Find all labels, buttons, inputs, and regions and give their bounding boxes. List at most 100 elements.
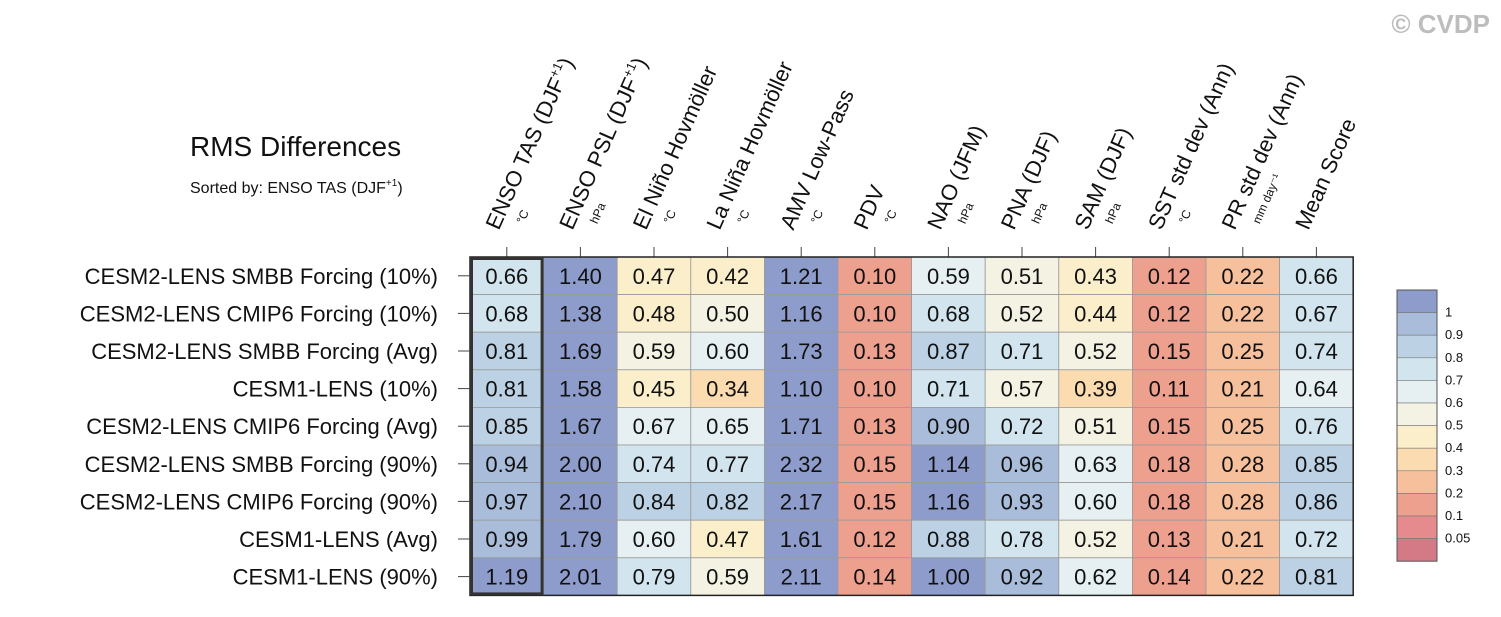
cell-value-label: 0.60 bbox=[1074, 489, 1117, 514]
cell-value-label: 0.59 bbox=[927, 264, 970, 289]
row-label: CESM2-LENS CMIP6 Forcing (10%) bbox=[80, 301, 438, 326]
heatmap-cell bbox=[1058, 482, 1133, 521]
legend-level-label: 0.7 bbox=[1445, 372, 1463, 387]
heatmap-cell bbox=[1205, 369, 1280, 408]
legend-level-label: 0.6 bbox=[1445, 395, 1463, 410]
cell-value-label: 0.65 bbox=[706, 414, 749, 439]
heatmap-cell bbox=[1132, 294, 1207, 333]
cell-value-label: 0.85 bbox=[1295, 452, 1338, 477]
cell-value-label: 0.18 bbox=[1148, 489, 1191, 514]
cell-value-label: 0.47 bbox=[706, 527, 749, 552]
cell-value-label: 0.13 bbox=[1148, 527, 1191, 552]
cell-value-label: 1.21 bbox=[780, 264, 823, 289]
row-label: CESM2-LENS SMBB Forcing (Avg) bbox=[91, 339, 438, 364]
cell-value-label: 0.60 bbox=[706, 339, 749, 364]
heatmap-cell bbox=[469, 519, 544, 559]
cell-value-label: 0.66 bbox=[485, 264, 528, 289]
heatmap-cell bbox=[543, 256, 618, 295]
column-unit: °C bbox=[808, 207, 826, 225]
heatmap-cell bbox=[837, 294, 912, 333]
heatmap-cell bbox=[1279, 369, 1354, 408]
column-label: NAO (JFM)hPa bbox=[922, 121, 990, 233]
heatmap-cell bbox=[764, 369, 839, 408]
cell-value-label: 0.28 bbox=[1221, 452, 1264, 477]
heatmap-cell bbox=[1205, 331, 1280, 371]
legend-swatch bbox=[1396, 425, 1438, 449]
legend-level-label: 0.5 bbox=[1445, 418, 1463, 433]
heatmap-cell bbox=[837, 331, 912, 371]
cell-value-label: 0.25 bbox=[1221, 414, 1264, 439]
cell-value-label: 2.32 bbox=[780, 452, 823, 477]
heatmap-cell bbox=[1058, 369, 1133, 408]
heatmap-cell bbox=[984, 406, 1060, 446]
cell-value-label: 0.71 bbox=[927, 377, 970, 402]
cell-value-label: 0.79 bbox=[633, 565, 676, 590]
legend-level-label: 0.05 bbox=[1445, 531, 1470, 546]
cell-value-label: 0.14 bbox=[1148, 565, 1191, 590]
heatmap-cell bbox=[616, 369, 692, 408]
heatmap-cell bbox=[1058, 444, 1133, 483]
legend-level-label: 0.4 bbox=[1445, 440, 1463, 455]
heatmap-cell bbox=[469, 369, 544, 408]
column-label: SAM (DJF)hPa bbox=[1069, 124, 1136, 234]
row-labels: CESM2-LENS SMBB Forcing (10%) CESM2-LENS … bbox=[80, 264, 470, 590]
cell-value-label: 0.12 bbox=[1148, 301, 1191, 326]
heatmap-cell bbox=[1058, 256, 1133, 295]
cell-value-label: 1.19 bbox=[485, 565, 528, 590]
subtitle-end: ) bbox=[397, 180, 402, 197]
column-label-text: PDV bbox=[849, 181, 890, 233]
heatmap-cell bbox=[1279, 444, 1354, 483]
heatmap-cell bbox=[1132, 519, 1207, 559]
column-label-main: ENSO TAS (DJF bbox=[481, 74, 570, 233]
cell-value-label: 0.47 bbox=[633, 264, 676, 289]
heatmap-cell bbox=[690, 557, 765, 596]
cell-value-label: 0.97 bbox=[485, 489, 528, 514]
column-label: PNA (DJF)hPa bbox=[996, 127, 1062, 233]
legend-swatch bbox=[1396, 334, 1438, 359]
cell-value-label: 1.73 bbox=[780, 339, 823, 364]
row-label: CESM1-LENS (10%) bbox=[233, 377, 438, 402]
heatmap-cell bbox=[1279, 256, 1354, 295]
chart-title: RMS Differences bbox=[190, 131, 401, 162]
cell-value-label: 1.40 bbox=[559, 264, 602, 289]
cell-value-label: 0.12 bbox=[1148, 264, 1191, 289]
cell-value-label: 0.82 bbox=[706, 489, 749, 514]
cell-value-label: 1.16 bbox=[927, 489, 970, 514]
column-label-sup: +1 bbox=[620, 60, 640, 80]
legend-level-label: 0.9 bbox=[1445, 327, 1463, 342]
cell-value-label: 2.10 bbox=[559, 489, 602, 514]
heatmap-cell bbox=[1205, 256, 1280, 295]
cell-value-label: 1.61 bbox=[780, 527, 823, 552]
heatmap-cell bbox=[1132, 369, 1207, 408]
legend-border bbox=[1396, 289, 1438, 562]
cell-value-label: 0.62 bbox=[1074, 565, 1117, 590]
legend-level-label: 0.8 bbox=[1445, 350, 1463, 365]
column-unit: °C bbox=[1176, 207, 1194, 225]
column-label-text: Mean Score bbox=[1290, 114, 1361, 233]
column-unit: hPa bbox=[955, 200, 977, 225]
sorted-column-highlight bbox=[470, 257, 544, 596]
heatmap-cell bbox=[616, 444, 692, 483]
heatmap-cell bbox=[837, 369, 912, 408]
cell-value-label: 2.01 bbox=[559, 565, 602, 590]
cell-value-label: 0.44 bbox=[1074, 301, 1117, 326]
heatmap-cell bbox=[984, 369, 1060, 408]
cell-value-label: 2.11 bbox=[781, 565, 822, 590]
cell-value-label: 0.76 bbox=[1295, 414, 1338, 439]
color-legend: 1 0.9 0.8 0.7 0.6 0.5 0.4 0.3 0.2 0.1 0.05 bbox=[1396, 289, 1470, 562]
cell-value-label: 0.22 bbox=[1221, 264, 1264, 289]
watermark-text: © CVDP bbox=[1391, 9, 1490, 39]
legend-swatch bbox=[1396, 447, 1438, 472]
cell-value-label: 1.10 bbox=[780, 377, 823, 402]
column-unit: °C bbox=[734, 207, 752, 225]
heatmap-cell bbox=[837, 519, 912, 559]
column-label-sup: +1 bbox=[546, 60, 566, 80]
legend-swatch bbox=[1396, 538, 1438, 562]
row-label: CESM2-LENS CMIP6 Forcing (Avg) bbox=[86, 414, 438, 439]
cell-value-label: 0.71 bbox=[1001, 339, 1044, 364]
heatmap-cell bbox=[837, 444, 912, 483]
cell-value-label: 0.74 bbox=[633, 452, 676, 477]
cell-value-label: 1.14 bbox=[927, 452, 970, 477]
row-label: CESM1-LENS (90%) bbox=[233, 565, 438, 590]
heatmap-cell bbox=[911, 331, 986, 371]
